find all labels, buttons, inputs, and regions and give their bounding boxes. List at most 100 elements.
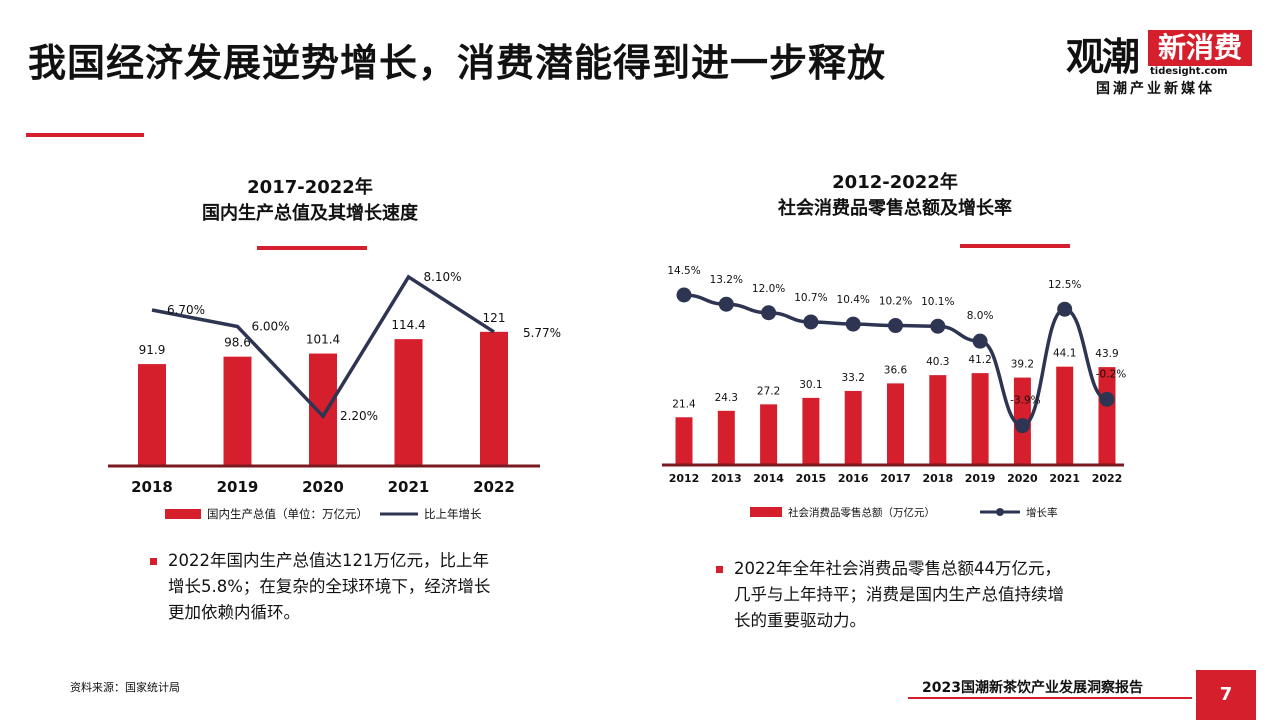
- bullet-dot: [150, 558, 157, 565]
- gdp-growth-label: 8.10%: [423, 270, 461, 284]
- retail-x-tick: 2019: [965, 472, 996, 485]
- retail-growth-label: 8.0%: [967, 310, 994, 322]
- gdp-growth-label: 6.70%: [167, 303, 205, 317]
- gdp-bar-label: 91.9: [139, 343, 166, 357]
- retail-bar-2016: [844, 390, 862, 465]
- retail-growth-label: 12.0%: [752, 283, 785, 295]
- gdp-x-tick: 2022: [473, 478, 515, 496]
- retail-x-tick: 2017: [880, 472, 911, 485]
- logo-domain: tidesight.com: [1150, 66, 1228, 77]
- retail-bar-label: 43.9: [1095, 348, 1118, 360]
- retail-x-tick: 2022: [1092, 472, 1123, 485]
- gdp-x-tick: 2018: [131, 478, 173, 496]
- page-number: 7: [1196, 670, 1256, 720]
- gdp-growth-label: 6.00%: [251, 320, 289, 334]
- gdp-bar-label: 121: [483, 311, 506, 325]
- logo-box-text: 新消费: [1148, 30, 1252, 66]
- retail-growth-point: [1099, 391, 1115, 407]
- retail-bar-label: 41.2: [968, 354, 991, 366]
- title-underline: [26, 133, 144, 137]
- bullet-dot: [716, 566, 723, 573]
- retail-bar-label: 27.2: [757, 385, 780, 397]
- retail-x-tick: 2012: [669, 472, 700, 485]
- gdp-bar-2019: [223, 356, 252, 466]
- gdp-bar-label: 114.4: [391, 318, 425, 332]
- retail-bar-2015: [802, 397, 820, 465]
- retail-bar-label: 36.6: [884, 364, 908, 376]
- retail-bar-2013: [717, 410, 735, 465]
- bullet-right-text: 2022年全年社会消费品零售总额44万亿元，几乎与上年持平；消费是国内生产总值持…: [734, 559, 1064, 630]
- gdp-legend-bar-swatch: [165, 509, 201, 519]
- retail-growth-label: -3.9%: [1010, 395, 1040, 407]
- source-note: 资料来源：国家统计局: [70, 681, 180, 694]
- retail-bar-label: 39.2: [1011, 359, 1034, 371]
- retail-bar-label: 30.1: [799, 379, 822, 391]
- gdp-x-tick: 2020: [302, 478, 344, 496]
- retail-bar-2017: [887, 383, 904, 465]
- retail-x-tick: 2014: [753, 472, 784, 485]
- retail-bar-label: 44.1: [1053, 348, 1076, 360]
- report-title: 2023国潮新茶饮产业发展洞察报告: [922, 680, 1143, 696]
- gdp-bar-2020: [309, 353, 337, 466]
- retail-bar-label: 24.3: [715, 392, 738, 404]
- chart2-title-bar: [960, 244, 1070, 248]
- retail-growth-point: [972, 333, 988, 349]
- gdp-bar-2022: [480, 331, 508, 466]
- retail-growth-point: [1057, 301, 1073, 317]
- page-title: 我国经济发展逆势增长，消费潜能得到进一步释放: [28, 41, 887, 85]
- gdp-bar-label: 98.6: [224, 336, 251, 350]
- retail-x-tick: 2020: [1007, 472, 1038, 485]
- retail-growth-point: [930, 318, 946, 334]
- retail-growth-label: 14.5%: [667, 265, 700, 277]
- bullet-left-text: 2022年国内生产总值达121万亿元，比上年增长5.8%；在复杂的全球环境下，经…: [168, 551, 491, 622]
- retail-x-tick: 2013: [711, 472, 742, 485]
- gdp-growth-line: [151, 274, 495, 420]
- gdp-x-tick: 2021: [388, 478, 430, 496]
- bullet-right: 2022年全年社会消费品零售总额44万亿元，几乎与上年持平；消费是国内生产总值持…: [716, 556, 1074, 634]
- retail-bar-2022: [1098, 367, 1116, 465]
- gdp-bar-2021: [394, 339, 423, 466]
- retail-growth-point: [845, 316, 861, 332]
- retail-growth-label: 10.7%: [794, 292, 827, 304]
- gdp-x-tick: 2019: [217, 478, 259, 496]
- chart2-title-line1: 2012-2022年: [832, 172, 958, 193]
- retail-bar-label: 33.2: [842, 372, 865, 384]
- retail-x-tick: 2015: [796, 472, 827, 485]
- retail-growth-label: 10.4%: [837, 294, 870, 306]
- logo-main-text: 观潮: [1066, 35, 1140, 79]
- retail-growth-label: 10.1%: [921, 296, 954, 308]
- retail-x-tick: 2018: [922, 472, 953, 485]
- retail-growth-point: [761, 305, 777, 321]
- retail-bar-2019: [971, 373, 989, 465]
- chart1-title-line1: 2017-2022年: [247, 177, 373, 198]
- retail-growth-point: [888, 318, 903, 334]
- retail-bar-2012: [675, 417, 693, 465]
- chart2-title-line2: 社会消费品零售总额及增长率: [778, 198, 1012, 219]
- retail-bar-2021: [1056, 366, 1074, 465]
- retail-legend-bar-swatch: [750, 507, 782, 517]
- retail-growth-label: 10.2%: [879, 296, 912, 308]
- gdp-growth-label: 2.20%: [340, 409, 378, 423]
- retail-legend-line-text: 增长率: [1026, 506, 1058, 519]
- logo-subtitle: 国潮产业新媒体: [1096, 81, 1215, 97]
- retail-bar-label: 21.4: [672, 398, 696, 410]
- retail-growth-label: 12.5%: [1048, 279, 1081, 291]
- retail-growth-point: [676, 287, 692, 303]
- footer-line: [908, 697, 1192, 699]
- retail-legend-bar-text: 社会消费品零售总额（万亿元）: [788, 506, 935, 519]
- chart1-title-bar: [257, 246, 367, 250]
- retail-legend-line-marker: [996, 508, 1004, 516]
- chart1-title-line2: 国内生产总值及其增长速度: [202, 203, 418, 224]
- gdp-bar-2018: [138, 364, 166, 466]
- retail-bar-2014: [760, 404, 778, 465]
- retail-growth-point: [803, 314, 819, 330]
- retail-growth-label: -0.2%: [1096, 368, 1126, 380]
- gdp-growth-label: 5.77%: [523, 326, 561, 340]
- retail-bar-label: 40.3: [926, 356, 949, 368]
- gdp-legend-line-text: 比上年增长: [424, 507, 482, 521]
- retail-growth-point: [718, 296, 734, 312]
- gdp-bar-label: 101.4: [306, 333, 340, 347]
- retail-x-tick: 2016: [838, 472, 869, 485]
- retail-growth-label: 13.2%: [710, 274, 743, 286]
